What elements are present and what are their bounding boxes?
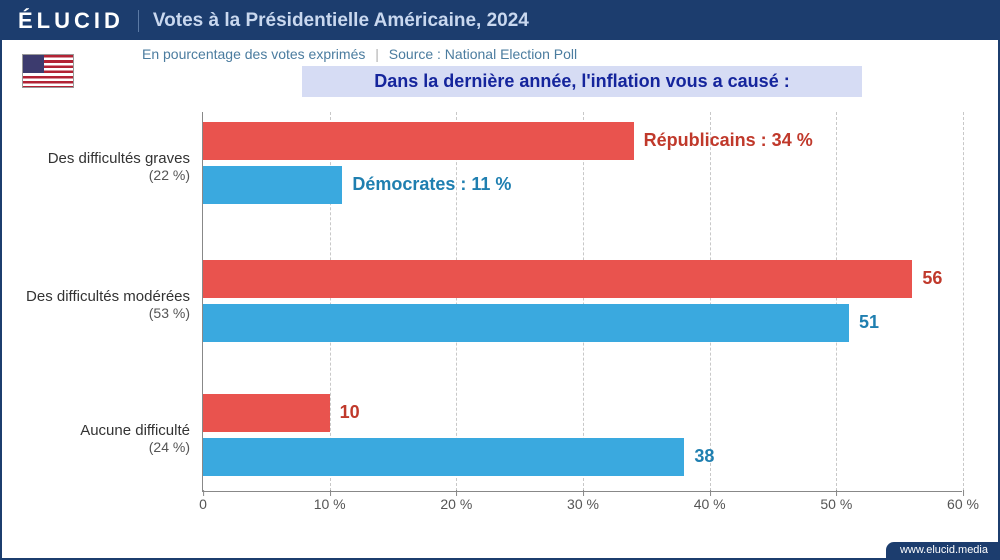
brand-logo: ÉLUCID <box>18 8 124 34</box>
x-axis-tick: 60 % <box>947 496 979 512</box>
bar-group: 56 51 <box>203 260 962 342</box>
bar-label-democrat: 51 <box>859 312 879 333</box>
x-axis-tick: 20 % <box>440 496 472 512</box>
subtitle-separator: | <box>375 46 379 62</box>
category-share: (53 %) <box>0 305 190 321</box>
chart-area: 010 %20 %30 %40 %50 %60 %Républicains : … <box>202 112 962 512</box>
subtitle-source: Source : National Election Poll <box>389 46 577 62</box>
bar-label-republican: 56 <box>922 268 942 289</box>
usa-flag-icon <box>22 54 74 88</box>
category-name: Des difficultés graves <box>48 150 190 167</box>
bar-republican <box>203 394 330 432</box>
bar-democrat <box>203 304 849 342</box>
category-label: Aucune difficulté(24 %) <box>0 422 190 455</box>
category-label: Des difficultés graves(22 %) <box>0 150 190 183</box>
question-banner: Dans la dernière année, l'inflation vous… <box>302 66 862 97</box>
bar-label-democrat: Démocrates : 11 % <box>352 174 511 195</box>
x-axis-tick: 0 <box>199 496 207 512</box>
x-axis-tick: 40 % <box>694 496 726 512</box>
bar-group: 10 38 <box>203 394 962 476</box>
sub-header: En pourcentage des votes exprimés | Sour… <box>2 40 998 62</box>
category-share: (24 %) <box>0 439 190 455</box>
subtitle-units: En pourcentage des votes exprimés <box>142 46 365 62</box>
bar-republican <box>203 122 634 160</box>
header-bar: ÉLUCID Votes à la Présidentielle América… <box>2 2 998 40</box>
bar-label-republican: 10 <box>340 402 360 423</box>
page-title: Votes à la Présidentielle Américaine, 20… <box>153 10 529 32</box>
grid-line <box>963 112 964 491</box>
plot-region: 010 %20 %30 %40 %50 %60 %Républicains : … <box>202 112 962 492</box>
x-axis-tick: 10 % <box>314 496 346 512</box>
bar-democrat <box>203 438 684 476</box>
bar-group: Républicains : 34 % Démocrates : 11 % <box>203 122 962 204</box>
x-axis-tick: 30 % <box>567 496 599 512</box>
category-name: Aucune difficulté <box>80 422 190 439</box>
bar-democrat <box>203 166 342 204</box>
x-axis-tick: 50 % <box>820 496 852 512</box>
header-divider <box>138 10 139 32</box>
bar-label-democrat: 38 <box>694 446 714 467</box>
bar-republican <box>203 260 912 298</box>
category-name: Des difficultés modérées <box>26 288 190 305</box>
category-share: (22 %) <box>0 167 190 183</box>
category-label: Des difficultés modérées(53 %) <box>0 288 190 321</box>
bar-label-republican: Républicains : 34 % <box>644 130 813 151</box>
footer-url: www.elucid.media <box>886 542 998 558</box>
